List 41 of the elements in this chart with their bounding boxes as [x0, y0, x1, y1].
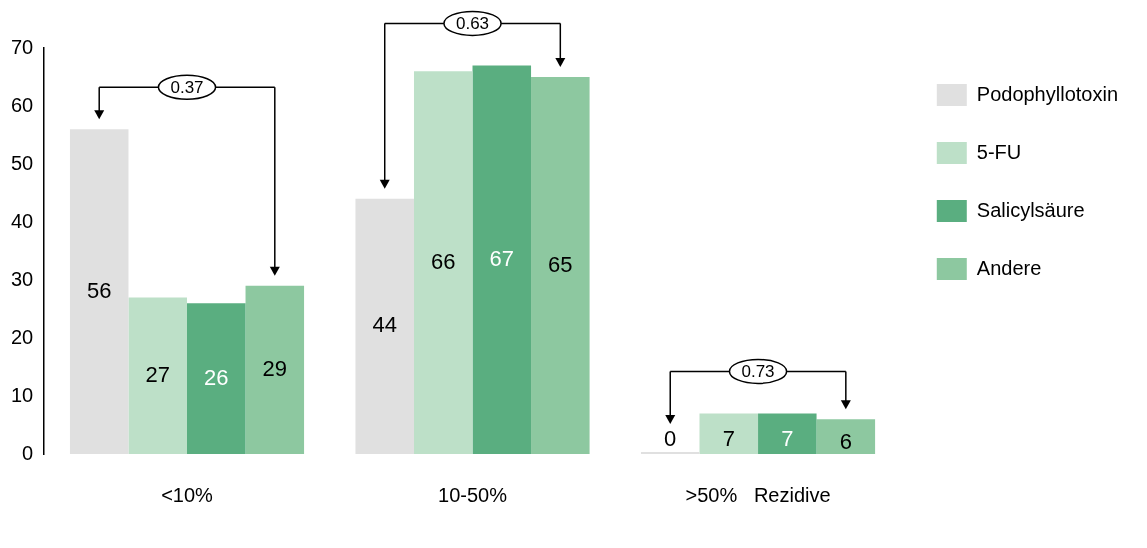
data-label: 44	[372, 312, 397, 338]
y-tick-label: 10	[11, 383, 34, 406]
data-label: 67	[489, 245, 515, 271]
bar	[758, 413, 817, 454]
legend-label: Podophyllotoxin	[976, 82, 1119, 105]
bar	[531, 77, 590, 454]
y-tick-label: 30	[11, 267, 34, 290]
data-label: 29	[262, 355, 288, 381]
data-label: 7	[781, 425, 794, 451]
data-label: 26	[204, 364, 229, 390]
text: 0.63	[455, 14, 490, 34]
y-tick-label: 60	[11, 93, 34, 116]
data-label: 66	[431, 248, 456, 274]
annotation: 0.73	[741, 362, 775, 382]
bar	[128, 297, 187, 454]
data-label: 7	[722, 425, 735, 451]
bar	[355, 198, 414, 454]
bar	[69, 129, 129, 454]
legend-label: 5-FU	[976, 140, 1022, 163]
annotation: 0.37	[170, 77, 204, 97]
bar	[245, 285, 305, 454]
data-label: 27	[145, 361, 170, 387]
legend-label: Salicylsäure	[976, 198, 1085, 221]
y-tick-label: 20	[11, 325, 34, 348]
y-tick-label: 0	[22, 441, 34, 464]
data-label: 65	[548, 251, 573, 277]
x-tick-label: >50% Rezidive	[685, 483, 831, 506]
data-label: 6	[839, 428, 852, 454]
y-tick-label: 70	[11, 35, 34, 58]
bar	[413, 71, 473, 454]
data-label: 56	[86, 277, 112, 303]
y-tick-label: 50	[11, 151, 34, 174]
bar	[472, 65, 532, 454]
bar	[816, 419, 876, 454]
x-tick-label: <10%	[161, 483, 214, 506]
x-tick-label: 10-50%	[438, 483, 508, 506]
y-tick-label: 40	[11, 209, 34, 232]
data-label: 0	[664, 426, 677, 452]
bar	[187, 303, 246, 454]
legend-label: Andere	[976, 256, 1042, 279]
bar	[699, 413, 759, 454]
